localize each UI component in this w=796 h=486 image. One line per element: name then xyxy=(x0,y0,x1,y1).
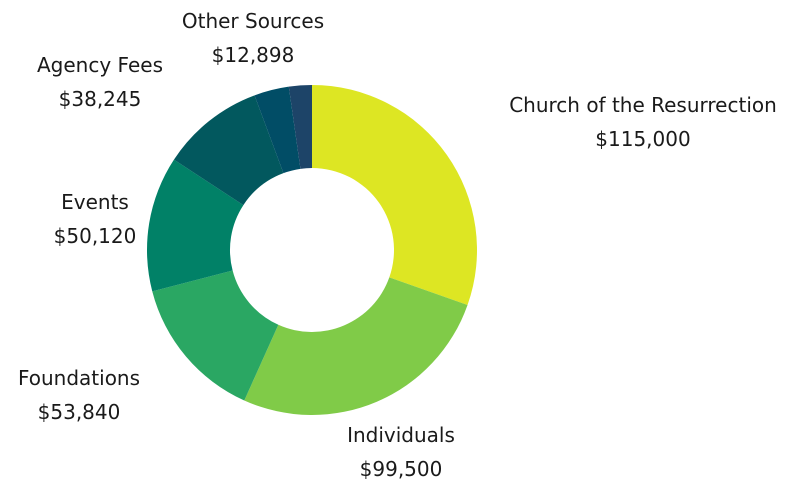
label-individuals: Individuals $99,500 xyxy=(330,418,472,486)
donut-slices xyxy=(147,85,477,415)
label-individuals-value: $99,500 xyxy=(359,457,443,481)
label-church-value: $115,000 xyxy=(595,127,691,151)
slice-foundations xyxy=(152,270,279,401)
label-other-sources: Other Sources $12,898 xyxy=(163,4,343,72)
label-other-sources-value: $12,898 xyxy=(211,43,295,67)
label-church-of-the-resurrection: Church of the Resurrection $115,000 xyxy=(490,88,796,156)
label-agency-fees-value: $38,245 xyxy=(58,87,142,111)
label-events-name: Events xyxy=(61,190,129,214)
label-other-sources-name: Other Sources xyxy=(181,9,325,33)
slice-events xyxy=(147,159,244,292)
label-events-value: $50,120 xyxy=(53,224,137,248)
label-individuals-name: Individuals xyxy=(347,423,455,447)
label-events: Events $50,120 xyxy=(30,185,160,253)
label-agency-fees: Agency Fees $38,245 xyxy=(15,48,185,116)
slice-church-of-the-resurrection xyxy=(312,85,477,306)
label-church-name: Church of the Resurrection xyxy=(509,93,777,117)
slice-other-sources xyxy=(254,86,301,174)
slice-individuals xyxy=(244,277,468,415)
slice-unlabeled xyxy=(288,85,312,169)
label-foundations-value: $53,840 xyxy=(37,400,121,424)
label-agency-fees-name: Agency Fees xyxy=(37,53,163,77)
slice-agency-fees xyxy=(173,95,284,206)
label-foundations: Foundations $53,840 xyxy=(0,361,158,429)
label-foundations-name: Foundations xyxy=(17,366,141,390)
